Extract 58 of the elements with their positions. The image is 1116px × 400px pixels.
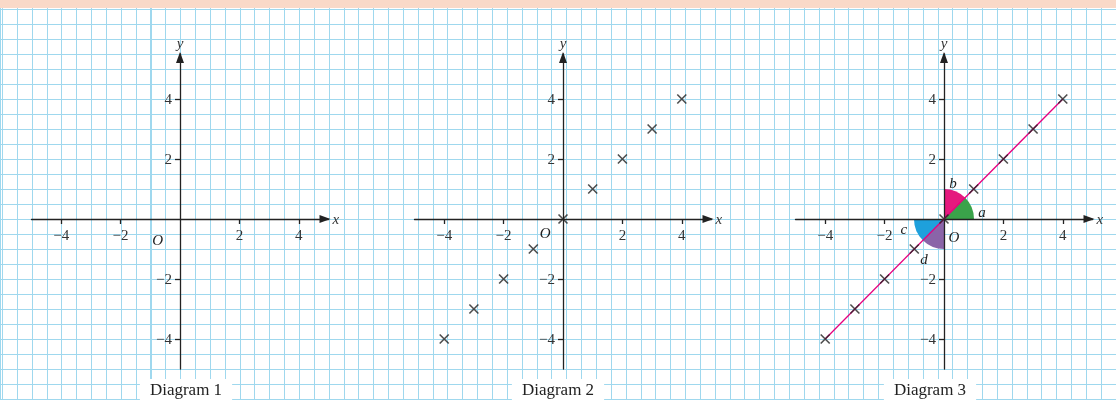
- x-tick-label: −4: [53, 226, 70, 243]
- point: [676, 93, 688, 105]
- x-tick-label: 4: [1059, 226, 1068, 243]
- x-tick-label: 4: [678, 226, 687, 243]
- point: [909, 243, 920, 255]
- x-tick-label: 2: [235, 226, 244, 243]
- y-tick-label: 4: [164, 91, 173, 107]
- x-tick-label: −2: [112, 226, 129, 243]
- point: [528, 243, 539, 255]
- point: [646, 123, 658, 135]
- x-tick-label: 4: [295, 226, 304, 243]
- point: [1057, 93, 1069, 105]
- text: Diagram 3: [893, 380, 967, 399]
- annotation: a: [978, 204, 986, 221]
- y-tick-label: −2: [920, 271, 936, 287]
- y-tick-label: −4: [920, 331, 937, 347]
- x-axis-title: x: [714, 211, 723, 227]
- x-tick-label: −4: [436, 226, 453, 243]
- point: [498, 273, 509, 285]
- point: [879, 273, 890, 285]
- x-axis-title: x: [331, 211, 340, 227]
- text: Diagram 1: [149, 380, 223, 399]
- x-tick-label: 2: [618, 226, 627, 243]
- y-axis-title: y: [174, 34, 184, 51]
- y-tick-label: 2: [164, 151, 172, 167]
- y-tick-label: −2: [156, 271, 172, 287]
- annotation: d: [920, 250, 929, 267]
- point: [438, 333, 450, 345]
- y-tick-label: 2: [928, 151, 936, 167]
- point: [938, 213, 950, 225]
- y-tick-label: −2: [539, 271, 555, 287]
- y-tick-label: 2: [547, 151, 555, 167]
- y-tick-label: −4: [156, 331, 173, 347]
- annotation: O: [539, 224, 551, 241]
- point: [587, 183, 598, 195]
- point: [968, 183, 979, 195]
- point: [468, 303, 480, 315]
- annotation: c: [900, 220, 908, 237]
- point: [998, 153, 1009, 165]
- text: Diagram 2: [521, 380, 595, 399]
- y-tick-label: 4: [928, 91, 937, 107]
- annotation: O: [152, 232, 164, 248]
- y-tick-label: −4: [539, 331, 556, 347]
- y-axis-title: y: [938, 34, 948, 51]
- point: [819, 333, 831, 345]
- annotation: O: [948, 229, 960, 245]
- point: [617, 153, 628, 165]
- y-tick-label: 4: [547, 91, 556, 107]
- point: [557, 213, 569, 225]
- x-axis-title: x: [1095, 211, 1104, 227]
- y-axis-title: y: [557, 34, 567, 51]
- point: [1027, 123, 1039, 135]
- x-tick-label: −2: [495, 226, 512, 243]
- x-tick-label: −2: [876, 226, 893, 243]
- x-tick-label: 2: [999, 226, 1008, 243]
- point: [849, 303, 861, 315]
- annotation: b: [949, 175, 958, 191]
- x-tick-label: −4: [817, 226, 834, 243]
